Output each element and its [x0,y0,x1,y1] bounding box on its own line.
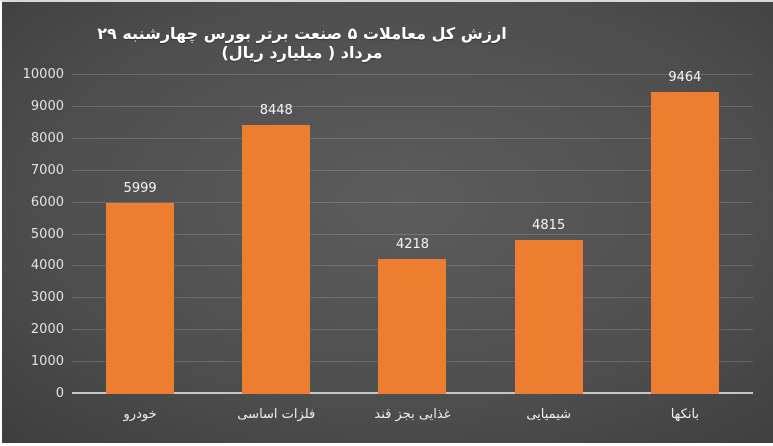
y-axis: 0 1000 2000 3000 4000 5000 6000 7000 8000 9000 100… [2,67,64,401]
bar-slot: 8448 [208,75,344,394]
bar-slot: 5999 [72,75,208,394]
y-tick-label: 9000 [30,98,64,114]
bar-value-label: 4218 [395,237,430,253]
bar-4 [514,240,583,394]
bar-2 [242,124,311,394]
y-tick-label: 6000 [30,194,64,210]
y-tick-label: 7000 [30,162,64,178]
bar-slot: 9464 [617,70,753,394]
y-tick-label: 8000 [30,130,64,146]
y-tick-label: 10000 [22,67,64,82]
bar-slot: 4218 [344,75,480,394]
bar-3 [378,259,447,394]
x-axis: خودرو فلزات اساسی غذایی بجز قند شیمیایی بانک… [72,404,753,430]
bar-1 [106,202,175,394]
y-tick-label: 3000 [30,290,64,306]
bar-value-label: 8448 [259,102,293,118]
x-category-label: فلزات اساسی [237,407,316,422]
gridline [72,74,753,75]
gridline [72,169,753,171]
y-tick-label: 1000 [30,354,64,370]
x-category-label: خودرو [123,407,157,422]
y-tick-label: 5000 [30,226,64,242]
y-tick-label: 0 [55,386,64,401]
plot-area: 5999 8448 4218 4815 9464 [72,70,753,394]
bar-value-label: 5999 [123,180,157,196]
bar-5 [650,92,719,394]
chart-title: ارزش کل معاملات ۵ صنعت برتر بورس چهارشنب… [97,24,507,62]
gridline [72,105,753,107]
y-tick-label: 2000 [30,322,64,338]
x-category-label: شیمیایی [526,407,572,422]
x-category-label: بانکها [670,407,700,422]
gridline [72,201,753,203]
bar-value-label: 4815 [532,218,566,234]
gridline [72,233,753,235]
bar-slot: 4815 [481,75,617,394]
gridline [72,137,753,139]
x-category-label: غذایی بجز قند [374,407,451,422]
bar-value-label: 9464 [668,70,702,86]
y-tick-label: 4000 [30,258,64,274]
